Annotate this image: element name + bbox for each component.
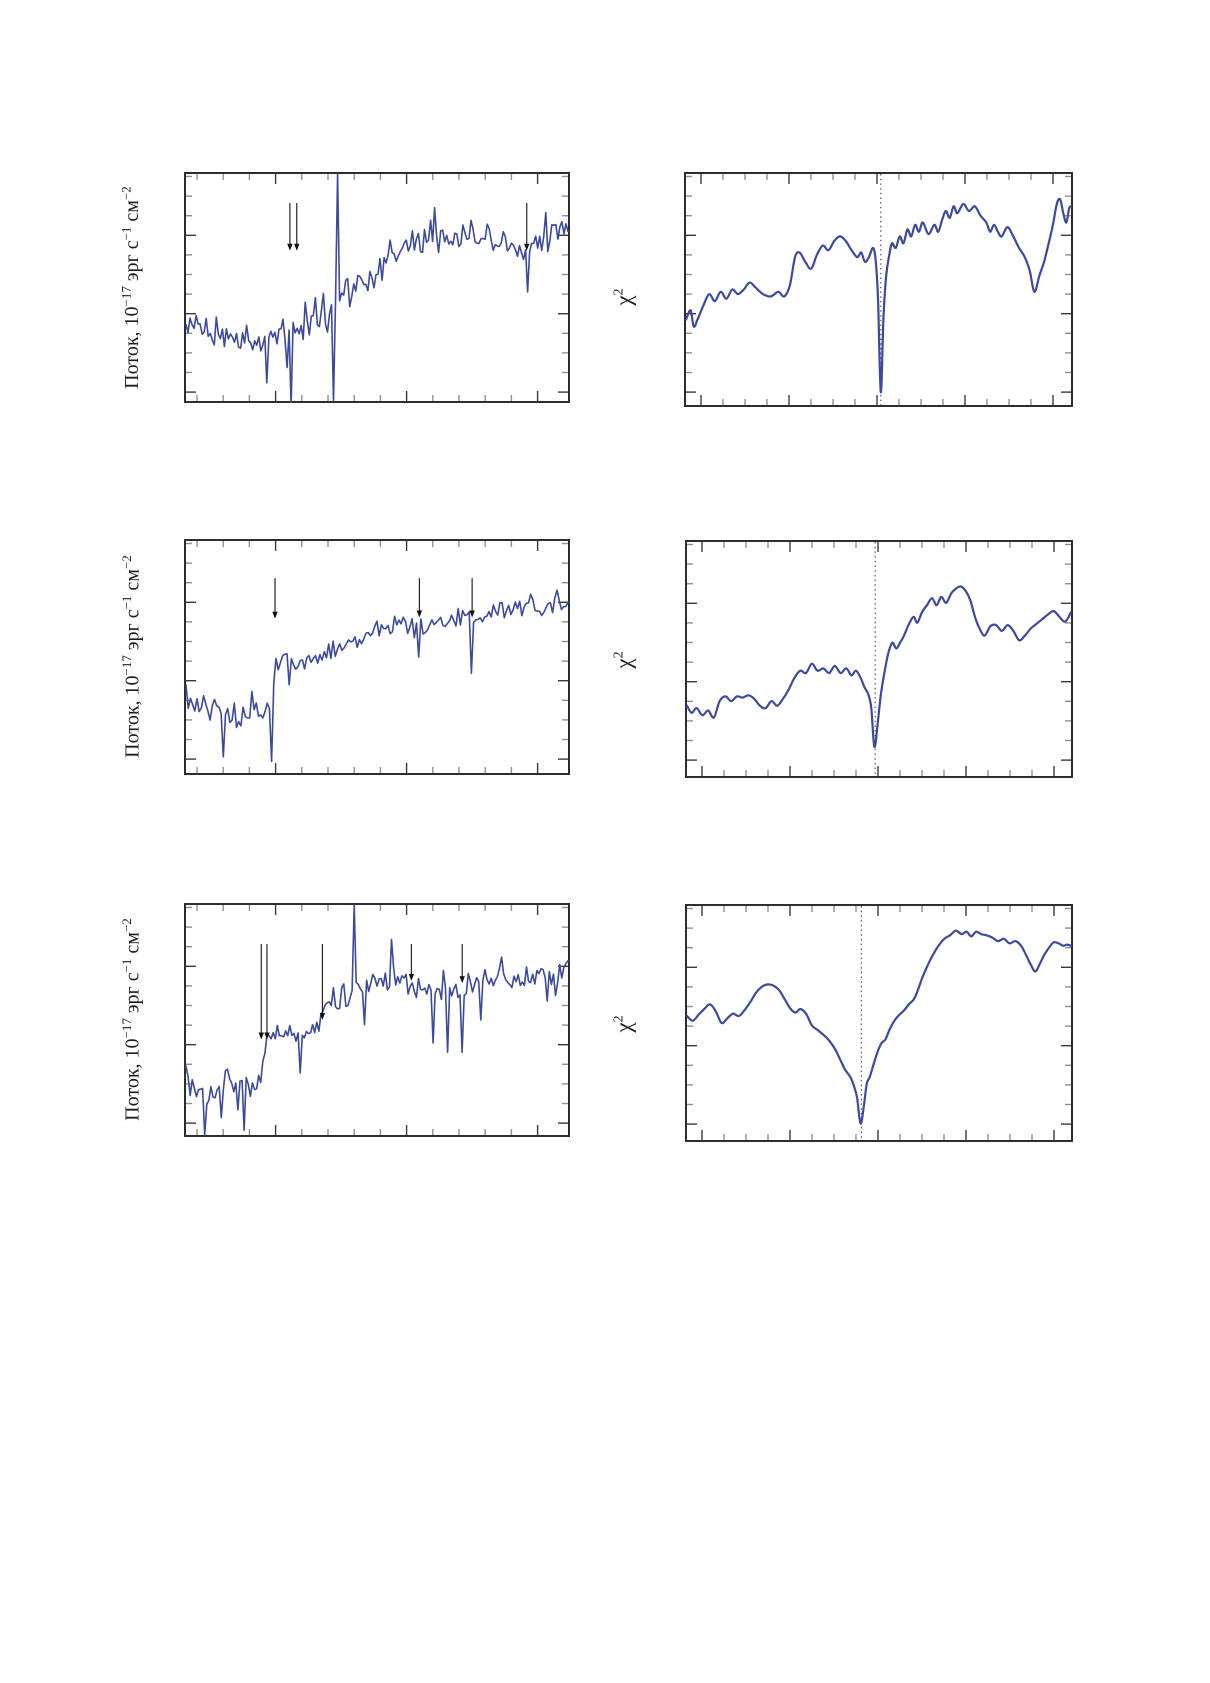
panel-row2-right <box>685 540 1073 778</box>
panel-row1-left <box>184 172 570 403</box>
spectrum-plot-row1 <box>184 172 570 403</box>
panel-row2-left <box>184 539 570 775</box>
chi2-axis-label-row2: χ2 <box>611 651 636 669</box>
flux-axis-label-row2: Поток, 10−17 эрг с−1 см−2 <box>118 555 144 758</box>
flux-axis-label-row3: Поток, 10−17 эрг с−1 см−2 <box>118 918 144 1121</box>
panel-row3-right <box>685 904 1073 1142</box>
chi2-axis-label-row3: χ2 <box>611 1015 636 1033</box>
chi2-axis-label-row1: χ2 <box>611 288 636 306</box>
panel-row1-right <box>684 172 1073 407</box>
chi2-plot-row2 <box>685 540 1073 778</box>
spectrum-plot-row2 <box>184 539 570 775</box>
chi2-plot-row1 <box>684 172 1073 407</box>
flux-axis-label-row1: Поток, 10−17 эрг с−1 см−2 <box>118 186 143 389</box>
spectrum-plot-row3 <box>184 903 570 1137</box>
chi2-plot-row3 <box>685 904 1073 1142</box>
panel-row3-left <box>184 903 570 1137</box>
